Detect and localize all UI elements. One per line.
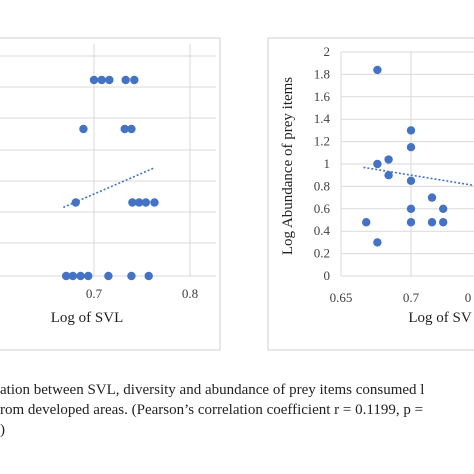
right-data-point-2 — [373, 159, 382, 169]
right-y-tick-3: 0.6 — [314, 201, 331, 216]
right-data-point-1 — [373, 65, 382, 75]
left-data-point-5 — [127, 271, 136, 281]
left-x-tick-0: 0.7 — [86, 286, 103, 301]
right-data-point-8 — [406, 176, 416, 185]
left-data-point-8 — [128, 198, 137, 207]
left-x-axis-title: Log of SVL — [51, 310, 124, 326]
right-x-tick-2: 0 — [465, 290, 472, 305]
right-data-point-3 — [373, 238, 382, 247]
left-data-point-7 — [71, 198, 80, 207]
left-chart-frame — [0, 37, 221, 351]
left-data-point-1 — [68, 271, 78, 281]
left-data-point-19 — [130, 75, 139, 85]
right-y-axis-title: Log Abundance of prey items — [280, 77, 296, 255]
right-y-tick-9: 1.8 — [314, 66, 330, 81]
right-data-points — [362, 65, 448, 247]
caption-line-2: rom developed areas. (Pearson’s correlat… — [0, 402, 424, 418]
left-data-point-3 — [84, 271, 93, 281]
right-data-point-5 — [384, 171, 393, 180]
right-y-tick-1: 0.2 — [314, 246, 330, 261]
left-data-point-9 — [134, 198, 144, 207]
left-data-point-11 — [150, 198, 159, 207]
left-data-point-14 — [127, 124, 136, 134]
right-data-point-9 — [406, 204, 416, 213]
caption-line-3: ) — [0, 422, 5, 438]
right-y-tick-6: 1.2 — [314, 134, 330, 149]
right-data-point-12 — [427, 218, 437, 227]
right-x-axis-title: Log of SV — [408, 310, 472, 326]
right-y-tick-4: 0.8 — [314, 178, 330, 193]
right-data-point-6 — [406, 126, 416, 135]
right-y-tick-8: 1.6 — [314, 89, 331, 104]
left-data-point-16 — [97, 75, 106, 85]
left-x-tick-1: 0.8 — [182, 286, 198, 301]
left-data-point-12 — [79, 124, 88, 134]
right-data-point-11 — [427, 193, 437, 202]
left-data-point-13 — [120, 124, 129, 134]
caption-line-1: ation between SVL, diversity and abundan… — [0, 382, 425, 398]
left-gridlines — [0, 44, 216, 277]
right-y-tick-10: 2 — [324, 44, 331, 59]
right-y-tick-labels: 0 0.2 0.4 0.6 0.8 1 1.2 1.4 1.6 1.8 2 — [314, 44, 331, 283]
right-gridlines — [340, 51, 474, 277]
left-data-point-4 — [104, 271, 113, 281]
right-data-point-10 — [406, 218, 416, 227]
right-data-point-13 — [439, 204, 448, 213]
right-data-point-4 — [384, 155, 393, 164]
right-y-tick-7: 1.4 — [314, 111, 331, 126]
right-y-tick-0: 0 — [324, 268, 331, 283]
figure-caption: ation between SVL, diversity and abundan… — [0, 380, 474, 440]
left-data-point-2 — [76, 271, 85, 281]
left-data-point-0 — [61, 271, 71, 281]
left-chart: 0.7 0.8 Log of SVL — [0, 37, 221, 351]
right-data-point-0 — [362, 218, 371, 227]
left-data-point-17 — [105, 75, 114, 85]
right-trendline — [363, 166, 474, 187]
left-data-point-15 — [89, 75, 99, 85]
right-trendline-line — [363, 166, 474, 187]
right-chart: 0 0.2 0.4 0.6 0.8 1 1.2 1.4 1.6 1.8 2 0.65 0.7 0 L… — [267, 37, 474, 351]
right-data-point-14 — [439, 218, 448, 227]
right-y-tick-2: 0.4 — [314, 223, 331, 238]
right-x-tick-0: 0.65 — [330, 290, 353, 305]
left-data-point-10 — [141, 198, 151, 207]
left-data-point-6 — [144, 271, 153, 281]
right-chart-frame — [267, 37, 474, 351]
right-data-point-7 — [406, 143, 416, 152]
right-x-tick-1: 0.7 — [403, 290, 420, 305]
left-data-points — [61, 75, 159, 281]
right-y-tick-5: 1 — [324, 156, 331, 171]
left-data-point-18 — [121, 75, 130, 85]
